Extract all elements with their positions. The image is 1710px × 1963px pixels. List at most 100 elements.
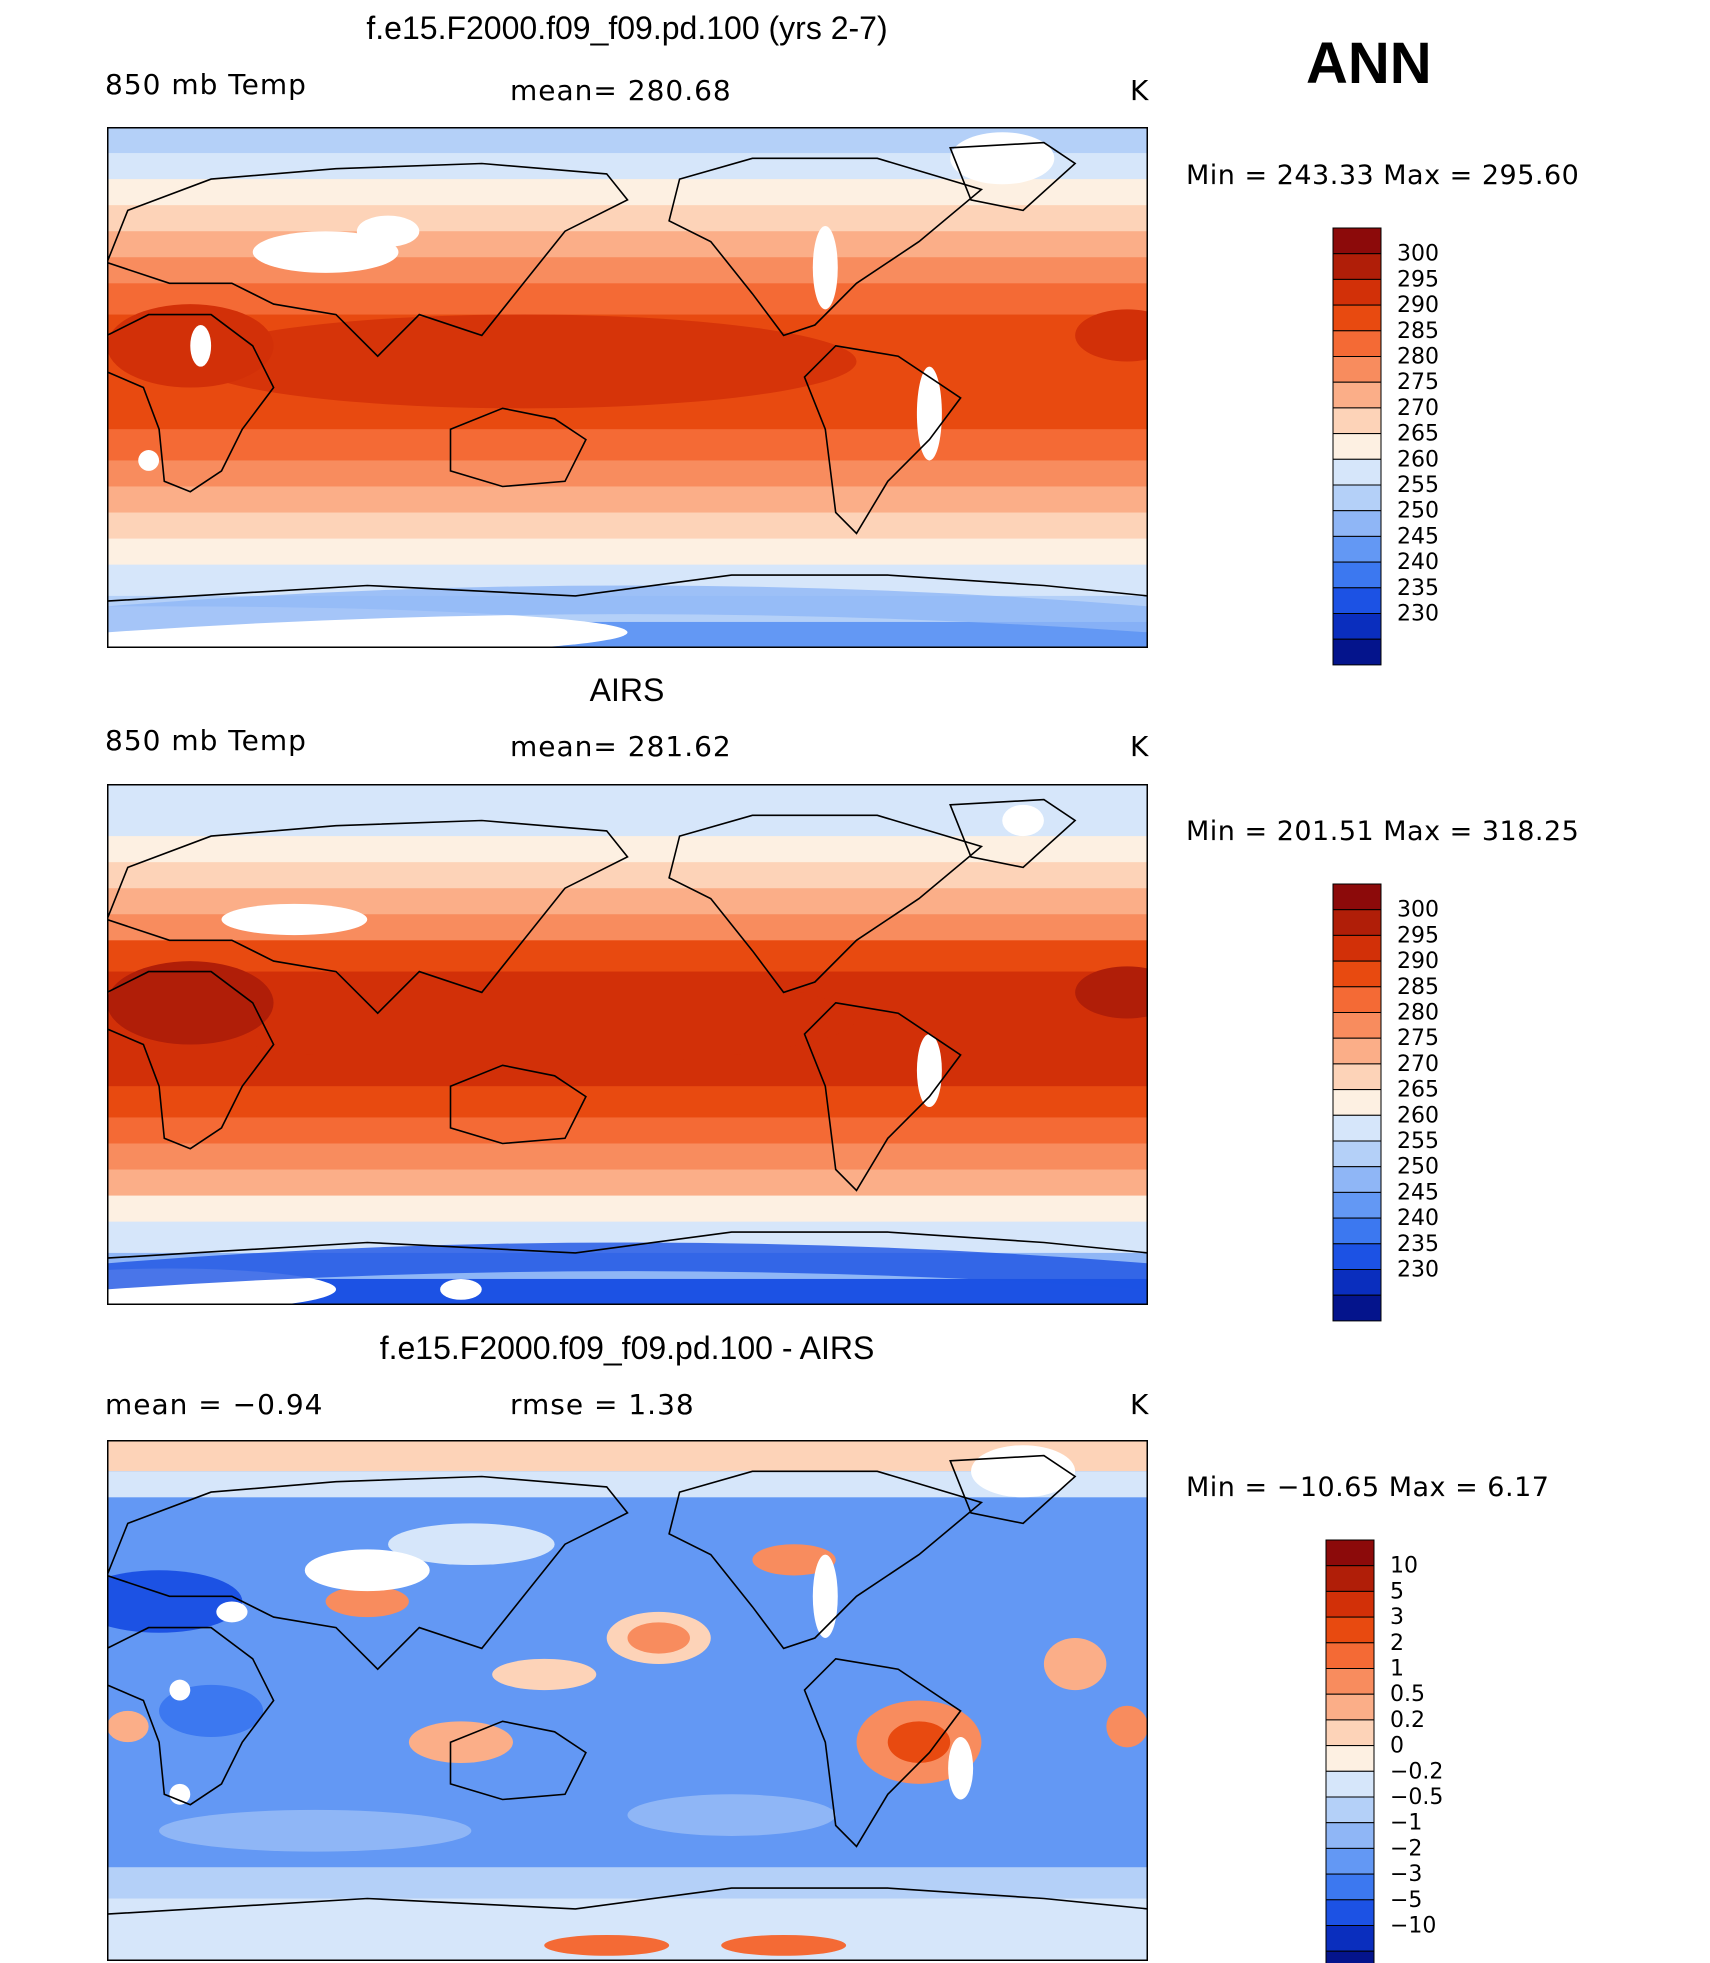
panel-2-map-coastline-africa [107,970,275,1150]
panel-3-map-coastline-australia [449,1720,587,1801]
panel-3-map-coastline-antarctica [107,1887,1148,1961]
panel-2-units-label: K [1130,730,1150,763]
panel-1-colorbar-tick-label: 245 [1397,524,1439,549]
panel-2-colorbar-tick-label: 270 [1397,1052,1439,1077]
panel-3-colorbar-box-16 [1325,1950,1375,1963]
panel-2-map-coastline-namerica [668,814,984,994]
panel-3-map-anomaly-region [627,1622,690,1654]
panel-3-colorbar-box-0 [1325,1539,1375,1567]
panel-3-mean-label: mean = −0.94 [105,1388,324,1421]
panel-1-map-masked-region [252,231,399,273]
panel-3-colorbar-box-9 [1325,1770,1375,1798]
panel-3-colorbar-box-7 [1325,1719,1375,1747]
panel-3-rmse-label: rmse = 1.38 [510,1388,695,1421]
panel-1-map-coastline-samerica [803,344,962,535]
panel-2-map-sahara-warm [1075,966,1148,1019]
panel-3-colorbar-box-8 [1325,1745,1375,1772]
panel-1-map-masked-region [356,215,420,247]
panel-3-map-plot [107,1440,1148,1961]
panel-1-map-band [107,486,1148,514]
panel-1-colorbar-tick-label: 300 [1397,242,1439,267]
panel-2-colorbar-box-13 [1332,1217,1382,1245]
panel-3-map-anomaly-region [107,1570,243,1633]
panel-1-colorbar-box-14 [1332,587,1382,614]
panel-3-colorbar-tick-label: 0 [1390,1734,1404,1759]
season-label: ANN [1306,31,1432,96]
panel-1-map-antarctic-cold [107,585,1148,633]
panel-2-colorbar-tick-label: 300 [1397,898,1439,923]
panel-3-colorbar-tick-label: −0.5 [1390,1785,1443,1810]
panel-3-map-anomaly-region [408,1721,513,1764]
panel-2-title: AIRS [589,672,665,708]
panel-3-map-masked-region [948,1736,974,1800]
panel-3-colorbar-box-6 [1325,1693,1375,1721]
panel-3-map-anomaly-region [887,1721,951,1764]
panel-1-colorbar-box-2 [1332,278,1382,306]
panel-1-colorbar-tick-label: 235 [1397,576,1439,601]
panel-2-colorbar-box-8 [1332,1089,1382,1116]
panel-1-map-warm-pool [190,314,857,409]
panel-3-map-anomaly-region [107,1710,149,1743]
panel-1-map-frame [107,127,1148,648]
panel-3-map-anomaly-region [544,1934,670,1956]
panel-1-colorbar-tick-label: 240 [1397,550,1439,575]
panel-2-map-band [107,940,1148,973]
panel-2-map-band [107,836,1148,863]
panel-3-map-anomaly-region [388,1523,555,1566]
panel-2-map-masked-region [1002,804,1044,837]
panel-1-map-band [107,538,1148,566]
panel-3-units-label: K [1130,1388,1150,1421]
panel-2-colorbar-tick-label: 295 [1397,923,1439,948]
panel-2-colorbar-box-4 [1332,986,1382,1014]
panel-2-colorbar-tick-label: 255 [1397,1129,1439,1154]
panel-3-map-anomaly-region [752,1544,836,1576]
panel-1-colorbar-box-1 [1332,253,1382,280]
panel-1-map-band [107,429,1148,461]
panel-2-colorbar-tick-label: 235 [1397,1232,1439,1257]
panel-2-colorbar-box-5 [1332,1012,1382,1039]
panel-1-map-africa-warm [107,304,274,388]
panel-2-colorbar-box-1 [1332,909,1382,936]
panel-1-map-band [107,512,1148,540]
panel-3-colorbar-box-15 [1325,1925,1375,1952]
panel-2-colorbar-tick-label: 260 [1397,1103,1439,1128]
panel-2-colorbar-tick-label: 240 [1397,1206,1439,1231]
panel-2-map-band [107,784,1148,811]
panel-3-map-southern-band [107,1867,1148,1899]
panel-3-colorbar-box-10 [1325,1796,1375,1824]
panel-2-colorbar-box-6 [1332,1037,1382,1065]
panel-3-colorbar-tick-label: 3 [1390,1605,1404,1630]
panel-1-map-sahara-warm [1075,309,1148,362]
panel-1-colorbar-tick-label: 230 [1397,602,1439,627]
panel-3-colorbar-tick-label: −0.2 [1390,1759,1443,1784]
panel-2-mean-label: mean= 281.62 [510,730,732,763]
panel-2-map-coastline-greenland [949,798,1077,869]
panel-1-colorbar-box-16 [1332,638,1382,666]
panel-2-map-coastline-antarctica [107,1231,1148,1305]
panel-2-map-masked-region [221,903,368,936]
panel-3-colorbar: 10 5 3 2 1 0.5 0.2 0 −0.2 −0.5 −1 −2 −3 −5 −10 [1325,1539,1526,1963]
panel-1-colorbar-box-11 [1332,510,1382,537]
panel-2-minmax-label: Min = 201.51 Max = 318.25 [1186,816,1580,847]
panel-1-colorbar-tick-label: 295 [1397,267,1439,292]
panel-1-map-band [107,460,1148,487]
panel-1-colorbar-tick-label: 275 [1397,370,1439,395]
panel-2-map-africa-warm [107,961,274,1045]
panel-2-map [107,784,1148,1305]
panel-1-colorbar-box-9 [1332,458,1382,486]
panel-3-colorbar-tick-label: 0.5 [1390,1682,1425,1707]
panel-3-map-anomaly-region [325,1585,409,1618]
panel-2-colorbar-box-10 [1332,1140,1382,1168]
panel-2-map-coastline-australia [449,1064,587,1145]
panel-1-map-band [107,283,1148,316]
panel-3-map-anomaly-region [159,1809,472,1852]
panel-3-map-masked-region [304,1549,430,1592]
panel-2-colorbar-tick-label: 265 [1397,1078,1439,1103]
panel-2-colorbar-box-7 [1332,1063,1382,1091]
panel-2-map-band [107,810,1148,837]
panel-2-variable-label: 850 mb Temp [105,724,307,757]
panel-1-map [107,127,1148,648]
panel-2-map-band [107,862,1148,889]
panel-3-colorbar-tick-label: −2 [1390,1836,1422,1861]
panel-1-colorbar-tick-label: 270 [1397,396,1439,421]
